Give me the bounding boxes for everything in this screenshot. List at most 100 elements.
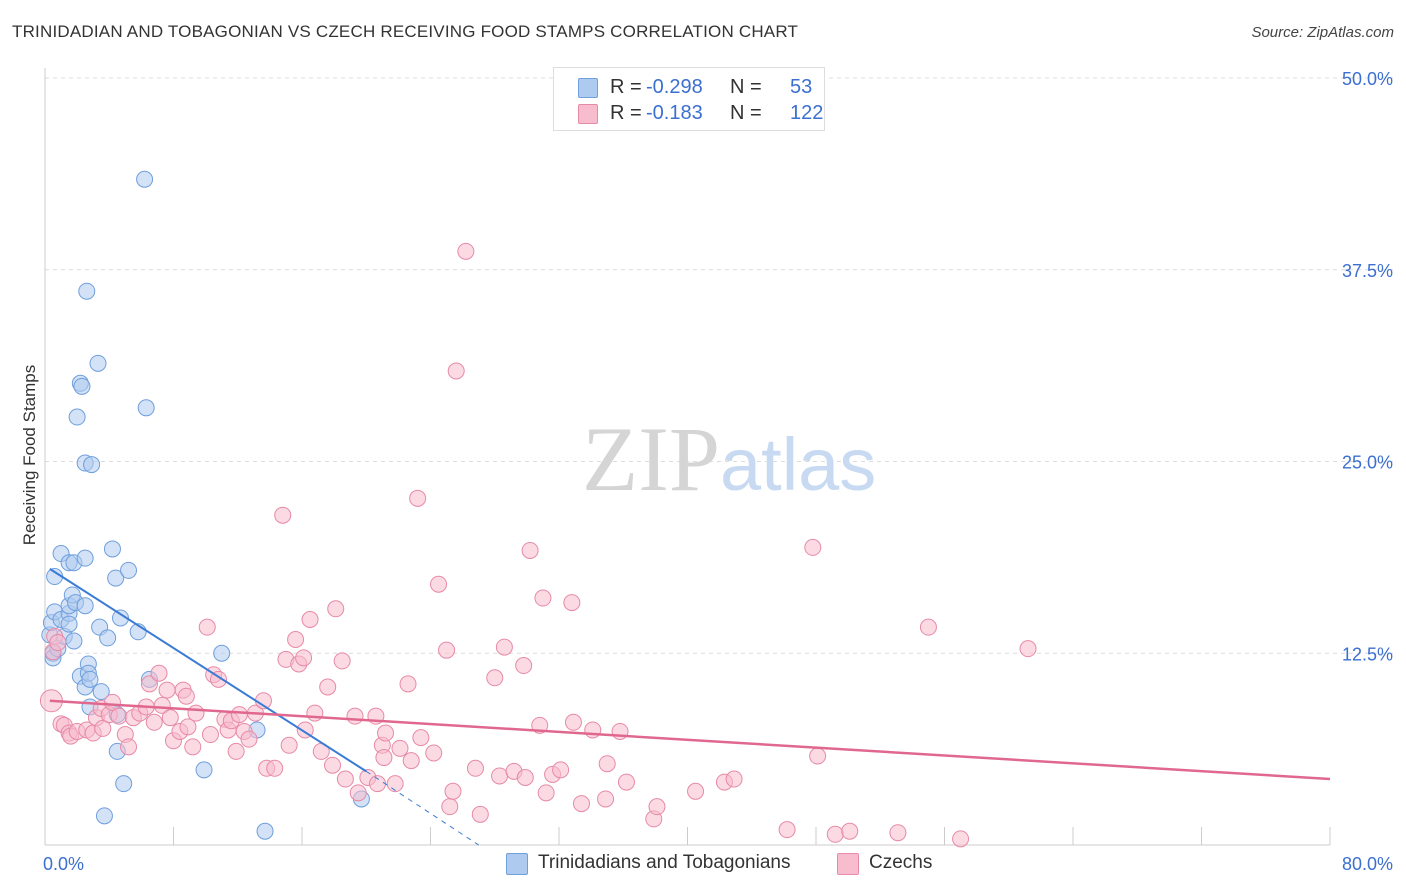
czech-trend-line — [49, 699, 1331, 781]
czech-point — [841, 822, 859, 840]
czech-point — [441, 798, 459, 816]
trinidadian-point — [195, 761, 213, 779]
czech-point — [425, 744, 443, 762]
legend-swatch-pink — [578, 104, 598, 124]
czech-point — [198, 618, 216, 636]
czech-point — [919, 618, 937, 636]
trinidadian-point — [111, 609, 129, 627]
bottom-legend-label: Trinidadians and Tobagonians — [538, 852, 791, 873]
czech-point — [402, 752, 420, 770]
czech-point — [179, 718, 197, 736]
legend-r-value: -0.183 — [646, 102, 703, 124]
trinidadian-point — [120, 561, 138, 579]
bottom-legend-swatch-blue — [506, 853, 528, 875]
czech-point — [346, 707, 364, 725]
czech-point — [495, 638, 513, 656]
czech-point — [145, 713, 163, 731]
czech-point — [319, 678, 337, 696]
czech-point — [466, 759, 484, 777]
czech-point — [349, 784, 367, 802]
czech-point — [158, 681, 176, 699]
czech-point — [399, 675, 417, 693]
correlation-legend: R = -0.298 N = 53 R = -0.183 N = 122 — [553, 67, 825, 131]
czech-point — [187, 704, 205, 722]
tick-label-layer: 12.5% 25.0% 37.5% 50.0% 0.0% 80.0% — [43, 69, 1393, 874]
legend-n-label: N = — [730, 76, 762, 98]
points-layer — [39, 170, 1037, 848]
trinidadian-point — [95, 807, 113, 825]
czech-point — [120, 738, 138, 756]
czech-point — [516, 769, 534, 787]
watermark-atlas: atlas — [720, 423, 876, 506]
czech-point — [377, 724, 395, 742]
czech-point — [227, 742, 245, 760]
czech-point — [598, 755, 616, 773]
czech-point — [486, 669, 504, 687]
trinidadian-point — [107, 569, 125, 587]
czech-point — [617, 773, 635, 791]
czech-point — [274, 506, 292, 524]
legend-r-value: -0.298 — [646, 76, 703, 98]
czech-point — [306, 704, 324, 722]
trinidadian-point — [60, 615, 78, 633]
czech-point — [804, 538, 822, 556]
czech-point — [438, 641, 456, 659]
czech-point — [597, 790, 615, 808]
legend-r-label: R = — [610, 102, 642, 124]
trinidadian-point — [73, 377, 91, 395]
y-tick-label: 12.5% — [1342, 644, 1393, 664]
czech-point — [412, 729, 430, 747]
trinidadian-point — [99, 629, 117, 647]
czech-point — [280, 736, 298, 754]
czech-point — [778, 821, 796, 839]
trinidadian-point — [89, 354, 107, 372]
czech-point — [471, 805, 489, 823]
czech-point — [1019, 640, 1037, 658]
czech-point — [386, 775, 404, 793]
czech-point — [447, 362, 465, 380]
trinidadian-point — [78, 282, 96, 300]
trinidadian-trend-line — [49, 568, 367, 773]
czech-point — [161, 709, 179, 727]
czech-point — [534, 589, 552, 607]
czech-point — [301, 611, 319, 629]
czech-point — [515, 657, 533, 675]
trinidadian-point — [68, 408, 86, 426]
czech-point — [521, 541, 539, 559]
czech-point — [177, 687, 195, 705]
czech-point — [184, 738, 202, 756]
x-tick-label: 0.0% — [43, 854, 84, 874]
czech-point — [49, 634, 67, 652]
source-note: Source: ZipAtlas.com — [1251, 24, 1394, 41]
czech-point — [430, 575, 448, 593]
czech-point — [230, 706, 248, 724]
legend-swatch-blue — [578, 78, 598, 98]
czech-point — [409, 489, 427, 507]
czech-point — [725, 770, 743, 788]
czech-point — [295, 649, 313, 667]
trinidadian-point — [65, 632, 83, 650]
czech-point — [324, 756, 342, 774]
legend-n-value: 53 — [790, 76, 813, 98]
czech-point — [327, 600, 345, 618]
trinidadian-point — [256, 822, 274, 840]
czech-point — [94, 719, 112, 737]
czech-point — [153, 696, 171, 714]
legend-n-value: 122 — [790, 102, 824, 124]
czech-point — [889, 824, 907, 842]
czech-point — [201, 726, 219, 744]
trinidadian-point — [136, 170, 154, 188]
czech-point — [266, 759, 284, 777]
y-tick-label: 25.0% — [1342, 453, 1393, 473]
czech-point — [103, 693, 121, 711]
czech-point — [240, 730, 258, 748]
czech-point — [333, 652, 351, 670]
trinidadian-trend-extension — [365, 770, 479, 846]
czech-point — [391, 739, 409, 757]
czech-point — [563, 594, 581, 612]
czech-point — [648, 798, 666, 816]
czech-point — [444, 782, 462, 800]
axis-layer — [44, 68, 1331, 846]
czech-point — [287, 630, 305, 648]
